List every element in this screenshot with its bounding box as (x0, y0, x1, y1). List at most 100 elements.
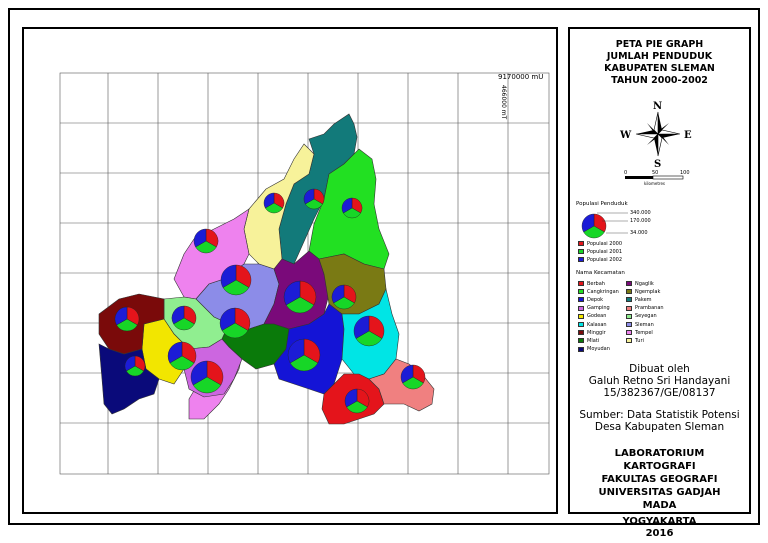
scalebar: 0 50 100 kilometres (624, 170, 690, 186)
pie-symbol (353, 315, 385, 347)
pie-slice (583, 225, 605, 239)
kecamatan-label: Tempel (635, 329, 653, 336)
map-title-line-1: PETA PIE GRAPH (615, 39, 704, 50)
pie-slice (285, 296, 315, 314)
pie-slice (234, 307, 251, 331)
pie-slice (303, 338, 321, 364)
pie-symbol (219, 307, 251, 339)
kecamatan-label: Godean (587, 313, 607, 320)
pie-slice (173, 317, 195, 331)
institution-line-3: FAKULTAS GEOGRAFI (601, 474, 718, 485)
pie-slice (303, 188, 315, 205)
pie-slice (331, 284, 345, 304)
footer-year: 2016 (645, 528, 674, 539)
series-label: Populasi 2000 (587, 240, 622, 247)
pie-symbol (400, 364, 426, 390)
kecamatan-swatch (578, 322, 584, 327)
pie-symbol (193, 228, 219, 254)
scale-tick-100: 100 (680, 170, 690, 176)
legend-panel: PETA PIE GRAPH JUMLAH PENDUDUK KABUPATEN… (568, 27, 751, 514)
series-label: Populasi 2002 (587, 256, 622, 263)
source-line-2: Desa Kabupaten Sleman (594, 421, 725, 433)
pie-slice (299, 280, 317, 306)
kecamatan-swatch (626, 305, 632, 311)
grid-border (59, 72, 550, 475)
kecamatan-label: Pakem (635, 296, 652, 303)
pie-symbol (190, 360, 224, 394)
institution-line-2: KARTOGRAFI (623, 461, 696, 472)
pie-slice (400, 364, 414, 384)
kecamatan-label: Depok (587, 296, 604, 303)
pie-symbol (124, 355, 146, 377)
pie-slice (344, 388, 358, 408)
pie-slice (124, 355, 136, 372)
kecamatan-label: Cangkringan (587, 288, 619, 295)
kecamatan-label: Ngemplak (635, 288, 661, 295)
pie-legend-symbol (581, 212, 628, 239)
scale-tick-50: 50 (652, 170, 658, 176)
author-name: Galuh Retno Sri Handayani (588, 375, 731, 387)
series-swatch (578, 257, 584, 262)
institution-line-5: MADA (642, 500, 677, 511)
pie-symbol (303, 188, 325, 210)
pie-slice (114, 306, 128, 326)
author-label: Dibuat oleh (629, 363, 690, 375)
footer-city: YOGYAKARTA (622, 516, 697, 527)
compass-rose-icon: N S E W (619, 101, 692, 169)
kecamatan-label: Kalasan (587, 321, 607, 328)
pie-legend-heading: Populasi Penduduk (576, 201, 628, 207)
pie-slice (341, 197, 353, 214)
kecamatan-swatch (626, 330, 632, 336)
kecamatan-swatch (578, 346, 584, 352)
kecamatan-label: Sleman (635, 321, 654, 328)
series-label: Populasi 2001 (587, 248, 622, 255)
kecamatan-swatch (626, 322, 632, 327)
pie-slice (581, 213, 595, 233)
pie-slice (346, 400, 368, 414)
compass-east: E (684, 130, 692, 141)
pie-slice (287, 338, 305, 364)
kecamatan-label: Berbah (587, 280, 605, 287)
series-swatch (578, 249, 584, 254)
grid-label-north: 9170000 mU (498, 73, 543, 81)
pie-slice (353, 315, 370, 339)
pie-slice (181, 341, 197, 364)
pie-slice (193, 228, 207, 248)
kecamatan-label: Mlati (587, 337, 600, 344)
kecamatan-swatch (578, 289, 584, 295)
scale-unit: kilometres (644, 181, 665, 186)
kecamatan-swatch (626, 313, 632, 319)
kecamatan-swatch (578, 281, 584, 286)
pie-symbol (114, 306, 140, 332)
institution-line-4: UNIVERSITAS GADJAH (598, 487, 721, 498)
compass-north: N (653, 101, 662, 112)
pie-symbol (263, 192, 285, 214)
pie-symbol (283, 280, 317, 314)
pie-slice (221, 322, 249, 339)
pie-symbol (171, 305, 197, 331)
source-line-1: Sumber: Data Statistik Potensi (579, 409, 740, 421)
grid-label-east: 466000 mT (500, 85, 507, 120)
institution-line-1: LABORATORIUM (614, 448, 705, 459)
pie-symbol (331, 284, 357, 310)
kecamatan-swatch (578, 305, 584, 311)
kecamatan-swatch (578, 338, 584, 344)
compass-west: W (619, 130, 632, 141)
kecamatan-label: Moyudan (587, 346, 610, 353)
pie-slice (190, 360, 208, 386)
pie-symbol (344, 388, 370, 414)
scale-tick-0: 0 (624, 170, 627, 176)
pie-slice (333, 296, 355, 310)
pie-symbol (167, 341, 197, 371)
map-panel: 9170000 mU 466000 mT (22, 27, 558, 514)
kecamatan-label: Prambanan (635, 305, 664, 312)
kecamatan-swatch (626, 289, 632, 295)
pie-slice (169, 355, 195, 371)
map-title-line-4: TAHUN 2000-2002 (611, 75, 708, 86)
kecamatan-swatch (626, 297, 632, 303)
map-canvas: 9170000 mU 466000 mT (59, 72, 550, 475)
map-title-line-2: JUMLAH PENDUDUK (606, 51, 713, 62)
pie-slice (402, 376, 424, 390)
pie-slice (219, 307, 236, 331)
kecamatan-label: Turi (635, 337, 644, 344)
